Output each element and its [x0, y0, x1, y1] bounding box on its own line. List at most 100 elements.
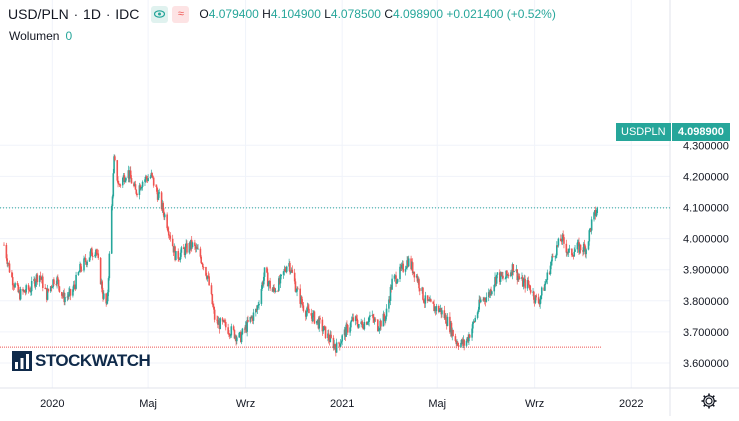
candle-body — [178, 258, 180, 260]
candle-body — [361, 321, 363, 324]
candle-body — [151, 172, 153, 176]
candle-body — [393, 275, 396, 279]
candle-body — [404, 268, 407, 272]
candle-body — [441, 310, 443, 315]
candle-body — [296, 288, 298, 292]
wave-icon[interactable]: ≈ — [172, 5, 190, 23]
price-tick-label: 4.300000 — [683, 140, 729, 152]
candle-body — [267, 282, 270, 287]
candle-body — [50, 286, 53, 288]
high-value: 4.104900 — [270, 7, 321, 21]
open-value: 4.079400 — [208, 7, 259, 21]
candle-body — [3, 244, 5, 246]
candle-body — [30, 291, 32, 293]
candle-body — [139, 185, 142, 190]
candle-body — [377, 330, 380, 332]
candle-body — [540, 295, 542, 300]
candle-body — [323, 326, 325, 331]
candle-body — [282, 271, 285, 275]
last-price-value-badge: 4.098900 — [672, 123, 730, 141]
candle-body — [123, 175, 126, 183]
candle-body — [91, 256, 94, 257]
candle-body — [266, 272, 269, 287]
candle-body — [457, 345, 460, 347]
candle-body — [17, 284, 20, 293]
candle-body — [549, 265, 552, 275]
candle-body — [157, 193, 160, 200]
volume-value: 0 — [65, 29, 73, 43]
candle-body — [105, 293, 107, 304]
eye-icon[interactable] — [151, 5, 169, 23]
candle-body — [395, 275, 397, 284]
candle-body — [316, 320, 318, 324]
candle-body — [11, 277, 14, 286]
candle-body — [529, 284, 531, 290]
symbol-name[interactable]: USD/PLN — [8, 6, 69, 22]
candle-body — [493, 284, 496, 292]
candle-body — [377, 319, 379, 331]
candle-body — [396, 282, 398, 284]
candle-body — [119, 184, 122, 186]
candle-body — [149, 176, 152, 179]
candle-body — [118, 183, 120, 185]
candle-body — [310, 313, 313, 316]
candle-body — [22, 288, 24, 292]
candle-body — [341, 335, 343, 342]
candle-body — [223, 320, 225, 322]
candle-body — [34, 282, 37, 287]
close-value: 4.098900 — [393, 7, 444, 21]
candle-body — [422, 299, 425, 303]
candle-body — [546, 272, 549, 280]
candle-body — [228, 333, 231, 337]
candle-body — [107, 278, 110, 293]
volume-legend[interactable]: Wolumen 0 — [9, 29, 72, 43]
candle-body — [476, 312, 479, 318]
candle-body — [502, 275, 504, 279]
candle-body — [99, 257, 102, 285]
candle-body — [411, 262, 414, 274]
candle-body — [263, 267, 266, 277]
gear-icon[interactable] — [700, 392, 718, 410]
candle-body — [213, 309, 216, 320]
candle-body — [574, 249, 576, 252]
candle-body — [555, 255, 557, 257]
candle-body — [407, 258, 410, 267]
candle-body — [590, 219, 593, 231]
candle-body — [277, 290, 279, 292]
candle-body — [8, 263, 11, 273]
candle-body — [247, 320, 249, 322]
candle-body — [272, 287, 275, 292]
interval-label[interactable]: 1D — [83, 6, 101, 22]
candle-body — [167, 231, 170, 236]
time-tick-label: 2021 — [330, 398, 354, 410]
candle-body — [463, 339, 465, 346]
candle-body — [556, 245, 558, 256]
candle-body — [201, 262, 203, 264]
candle-body — [418, 279, 420, 289]
candle-body — [213, 306, 215, 310]
candle-body — [329, 334, 332, 343]
candle-body — [506, 270, 508, 276]
candle-body — [106, 292, 109, 302]
candle-body — [301, 303, 304, 306]
candle-body — [443, 310, 446, 319]
candle-body — [400, 265, 403, 269]
candle-body — [446, 316, 449, 326]
candle-body — [552, 256, 554, 258]
candle-body — [356, 318, 359, 325]
candle-body — [116, 160, 119, 181]
candle-body — [155, 185, 157, 187]
stockwatch-logo: STOCKWATCH — [12, 350, 151, 372]
candle-body — [273, 287, 275, 290]
candle-body — [206, 275, 209, 279]
candle-body — [478, 299, 480, 310]
candle-body — [588, 230, 591, 242]
candle-body — [496, 272, 499, 275]
candle-body — [97, 253, 100, 258]
candle-body — [585, 249, 587, 255]
candle-body — [69, 289, 72, 296]
candle-body — [363, 321, 366, 330]
candle-body — [524, 278, 526, 289]
